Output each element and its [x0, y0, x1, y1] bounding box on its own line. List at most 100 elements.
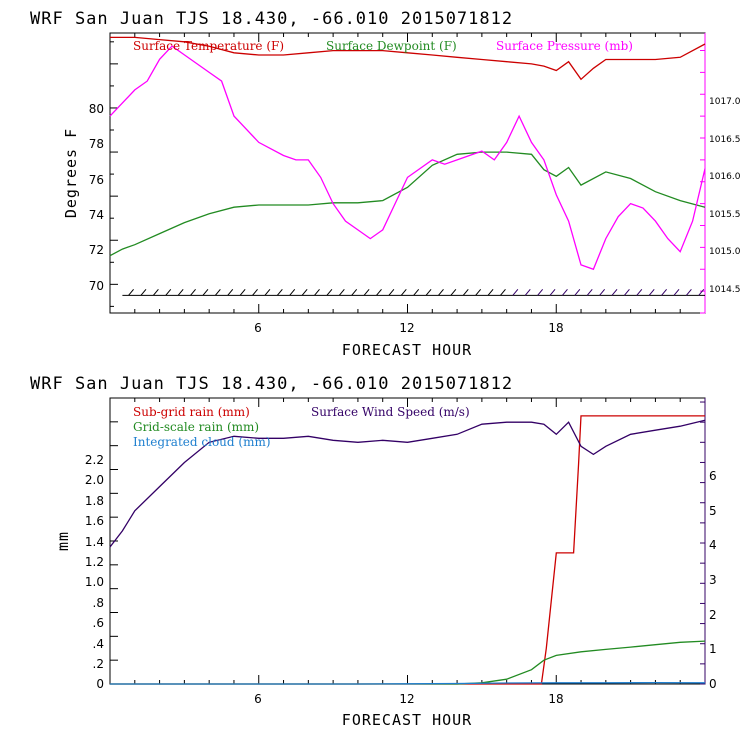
bottom-x-tick-label: 18	[548, 692, 563, 706]
wind-tick-label: 1	[709, 642, 717, 656]
legend-sub-grid-rain: Sub-grid rain (mm)	[133, 405, 250, 419]
wind-barb	[276, 289, 283, 296]
bottom-x-tick-labels: 6 12 18	[254, 692, 563, 706]
wind-barb	[177, 289, 184, 296]
series-line-surface-pressure-mb	[109, 45, 706, 271]
wind-barb	[351, 289, 358, 296]
wind-barb	[314, 289, 320, 296]
top-x-tick-label: 12	[399, 321, 414, 335]
wind-tick-label: 4	[709, 538, 717, 552]
pressure-tick-label: 1016.0	[709, 172, 740, 182]
bottom-y-tick-label: .2	[93, 657, 104, 671]
wind-barb	[500, 289, 506, 296]
wind-barb	[239, 289, 246, 296]
top-x-tick-label: 18	[548, 321, 563, 335]
top-y-tick-labels: 70 72 74 76 78 80	[89, 102, 104, 293]
wind-tick-label: 3	[709, 573, 717, 587]
wind-tick-label: 2	[709, 608, 717, 622]
top-y-tick-label: 72	[89, 243, 104, 257]
wind-barb	[326, 289, 333, 296]
bottom-y-tick-label: 2.2	[85, 453, 104, 467]
bottom-y-tick-label: .6	[93, 616, 104, 630]
top-y-tick-label: 76	[89, 173, 104, 187]
wind-barb	[574, 289, 581, 296]
pressure-tick-label: 1016.5	[709, 135, 740, 145]
legend-grid-scale-rain: Grid-scale rain (mm)	[133, 420, 259, 434]
wind-barb	[227, 289, 234, 296]
series-line-integrated-cloud-mm	[110, 681, 706, 685]
legend-surface-wind-speed: Surface Wind Speed (m/s)	[311, 405, 470, 419]
wind-barb	[487, 289, 494, 296]
wind-barb	[363, 289, 370, 296]
pressure-tick-label: 1017.0	[709, 97, 740, 107]
wind-barb	[438, 289, 444, 296]
wind-barb	[586, 289, 593, 296]
top-series-layer	[109, 36, 706, 296]
legend-integrated-cloud: Integrated cloud (mm)	[133, 435, 271, 449]
wind-barb	[475, 289, 482, 296]
top-y-tick-label: 78	[89, 137, 104, 151]
wind-barb	[673, 289, 680, 296]
bottom-y-tick-labels: 0 .2 .4 .6 .8 1.0 1.2 1.4 1.6 1.8 2.0 2.…	[85, 453, 104, 691]
wind-barb	[661, 289, 667, 296]
bottom-series-layer	[109, 415, 706, 685]
precipitation-panel: WRF San Juan TJS 18.430, -66.010 2015071…	[30, 374, 717, 729]
top-chart-title: WRF San Juan TJS 18.430, -66.010 2015071…	[30, 9, 513, 29]
bottom-y-tick-label: 1.8	[85, 494, 104, 508]
wind-barb	[400, 289, 407, 296]
pressure-tick-label: 1015.5	[709, 210, 740, 220]
wind-barb	[128, 289, 134, 296]
wind-barb	[153, 289, 159, 296]
top-legend: Surface Temperature (F) Surface Dewpoint…	[133, 39, 633, 53]
wind-tick-label: 5	[709, 504, 717, 518]
top-y-tick-label: 80	[89, 102, 104, 116]
legend-surface-dewpoint: Surface Dewpoint (F)	[326, 39, 457, 53]
wind-barb	[624, 289, 630, 296]
pressure-tick-label: 1015.0	[709, 247, 740, 257]
wind-barb	[413, 289, 420, 296]
bottom-y-tick-label: .4	[93, 637, 104, 651]
wind-barb	[636, 289, 643, 296]
wind-barb	[698, 289, 705, 296]
wind-barb	[301, 289, 308, 296]
bottom-y-tick-label: 1.0	[85, 575, 104, 589]
bottom-x-axis-label: FORECAST HOUR	[342, 711, 472, 729]
legend-surface-temperature: Surface Temperature (F)	[133, 39, 284, 53]
wind-barb	[338, 289, 345, 296]
wind-barb	[140, 289, 147, 296]
wind-barb	[190, 289, 196, 296]
top-right-tick-labels: 1014.5 1015.0 1015.5 1016.0 1016.5 1017.…	[709, 97, 740, 295]
top-y-tick-label: 70	[89, 279, 104, 293]
wind-barb	[648, 289, 655, 296]
wind-barb	[611, 289, 618, 296]
wind-barb	[450, 289, 457, 296]
bottom-right-tick-labels: 0 1 2 3 4 5 6	[709, 469, 717, 691]
bottom-y-tick-label: 1.2	[85, 555, 104, 569]
bottom-x-tick-label: 12	[399, 692, 414, 706]
top-x-tick-label: 6	[254, 321, 262, 335]
wind-barb	[462, 289, 469, 296]
wind-barb	[252, 289, 258, 296]
wind-barb	[425, 289, 432, 296]
wind-barb	[599, 289, 606, 296]
wind-barb	[202, 289, 209, 296]
top-plot-frame	[109, 32, 706, 314]
legend-surface-pressure: Surface Pressure (mb)	[496, 39, 633, 53]
wind-barb	[686, 289, 692, 296]
bottom-y-tick-label: .8	[93, 596, 104, 610]
pressure-tick-label: 1014.5	[709, 285, 740, 295]
top-x-tick-labels: 6 12 18	[254, 321, 563, 335]
wind-barb	[165, 289, 172, 296]
bottom-y-tick-label: 1.4	[85, 535, 104, 549]
bottom-x-tick-label: 6	[254, 692, 262, 706]
series-line-surface-wind-speed-m-s	[109, 419, 706, 548]
bottom-tick-marks	[110, 397, 705, 685]
temperature-panel: WRF San Juan TJS 18.430, -66.010 2015071…	[30, 9, 740, 359]
wind-barb	[388, 289, 395, 296]
top-tick-marks	[110, 33, 705, 314]
top-x-axis-label: FORECAST HOUR	[342, 341, 472, 359]
wind-barb	[549, 289, 556, 296]
wind-barb	[214, 289, 221, 296]
bottom-y-tick-label: 2.0	[85, 473, 104, 487]
